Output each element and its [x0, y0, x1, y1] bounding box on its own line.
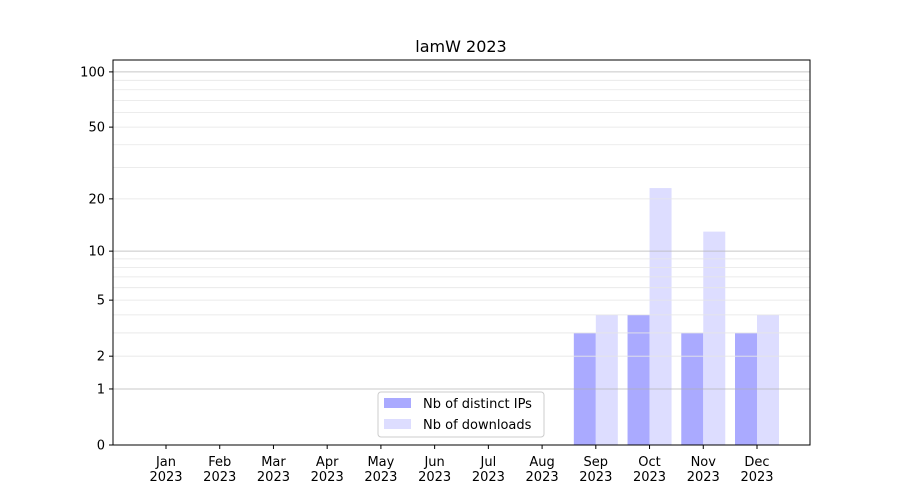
x-tick-label: May 2023 [364, 455, 397, 485]
y-tick-label: 1 [97, 382, 105, 397]
y-tick-label: 10 [88, 245, 105, 260]
x-tick-label: Aug 2023 [526, 455, 559, 485]
legend-swatch-downloads [384, 419, 411, 429]
y-tick-label: 50 [88, 121, 105, 136]
plot-frame [112, 59, 811, 446]
x-tick-label: Jul 2023 [472, 455, 505, 485]
x-tick-label: Jan 2023 [149, 455, 182, 485]
y-tick-label: 100 [80, 65, 105, 80]
chart-title: lamW 2023 [415, 37, 506, 56]
bar-downloads [757, 314, 779, 445]
y-tick-label: 5 [97, 294, 105, 309]
legend: Nb of distinct IPs Nb of downloads [377, 391, 545, 438]
y-tick-label: 2 [97, 350, 105, 365]
x-tick-label: Feb 2023 [203, 455, 236, 485]
bar-downloads [595, 314, 618, 445]
legend-swatch-ips [384, 398, 411, 408]
x-tick-label: Nov 2023 [687, 455, 720, 485]
bar-downloads [703, 231, 726, 445]
x-tick-label: Sep 2023 [579, 455, 612, 485]
bar-distinct-ips [627, 314, 650, 445]
legend-label-ips: Nb of distinct IPs [423, 397, 532, 412]
legend-label-downloads: Nb of downloads [423, 418, 532, 433]
x-tick-label: Jun 2023 [418, 455, 451, 485]
bar-downloads [649, 188, 672, 445]
y-tick-label: 20 [88, 192, 105, 207]
x-tick-label: Apr 2023 [311, 455, 344, 485]
x-tick-label: Oct 2023 [633, 455, 666, 485]
x-tick-label: Dec 2023 [740, 455, 773, 485]
y-tick-label: 0 [97, 439, 105, 454]
x-tick-label: Mar 2023 [257, 455, 290, 485]
